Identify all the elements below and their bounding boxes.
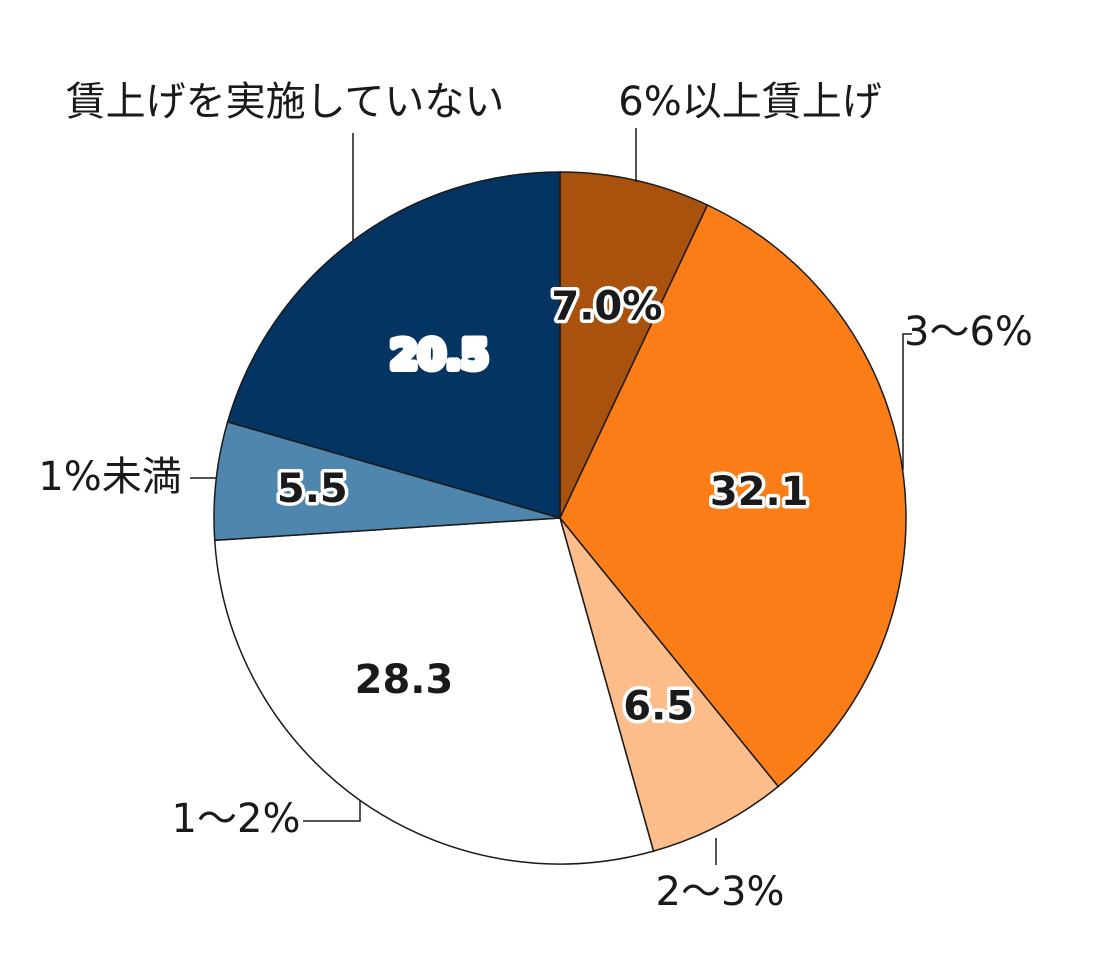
slice-3 xyxy=(559,517,780,853)
category-label-3: 2〜3% xyxy=(656,869,785,915)
category-label-5: 1%未満 xyxy=(38,454,181,500)
value-label-1: 7.0% xyxy=(551,284,662,330)
value-labels: 7.0% 32.1 6.5 28.3 5.5 20.5 xyxy=(273,280,812,733)
slice-2 xyxy=(559,203,907,788)
category-label-1: 6%以上賃上げ xyxy=(618,79,881,125)
leader-lines xyxy=(190,128,912,865)
value-label-5: 5.5 xyxy=(277,466,348,512)
value-label-2: 32.1 xyxy=(710,469,809,515)
value-label-3: 6.5 xyxy=(623,683,694,729)
leader-line-4 xyxy=(303,800,361,822)
category-label-4: 1〜2% xyxy=(172,796,301,842)
leader-line-2 xyxy=(902,333,912,470)
category-label-2: 3〜6% xyxy=(904,309,1033,355)
category-labels: 6%以上賃上げ 3〜6% 2〜3% 1〜2% 1%未満 賃上げを実施していない xyxy=(38,79,1033,915)
slice-6 xyxy=(226,171,561,519)
category-label-6: 賃上げを実施していない xyxy=(66,79,505,125)
value-label-6: 20.5 xyxy=(390,333,489,379)
value-label-4: 28.3 xyxy=(355,657,454,703)
pie-slices xyxy=(213,171,907,865)
